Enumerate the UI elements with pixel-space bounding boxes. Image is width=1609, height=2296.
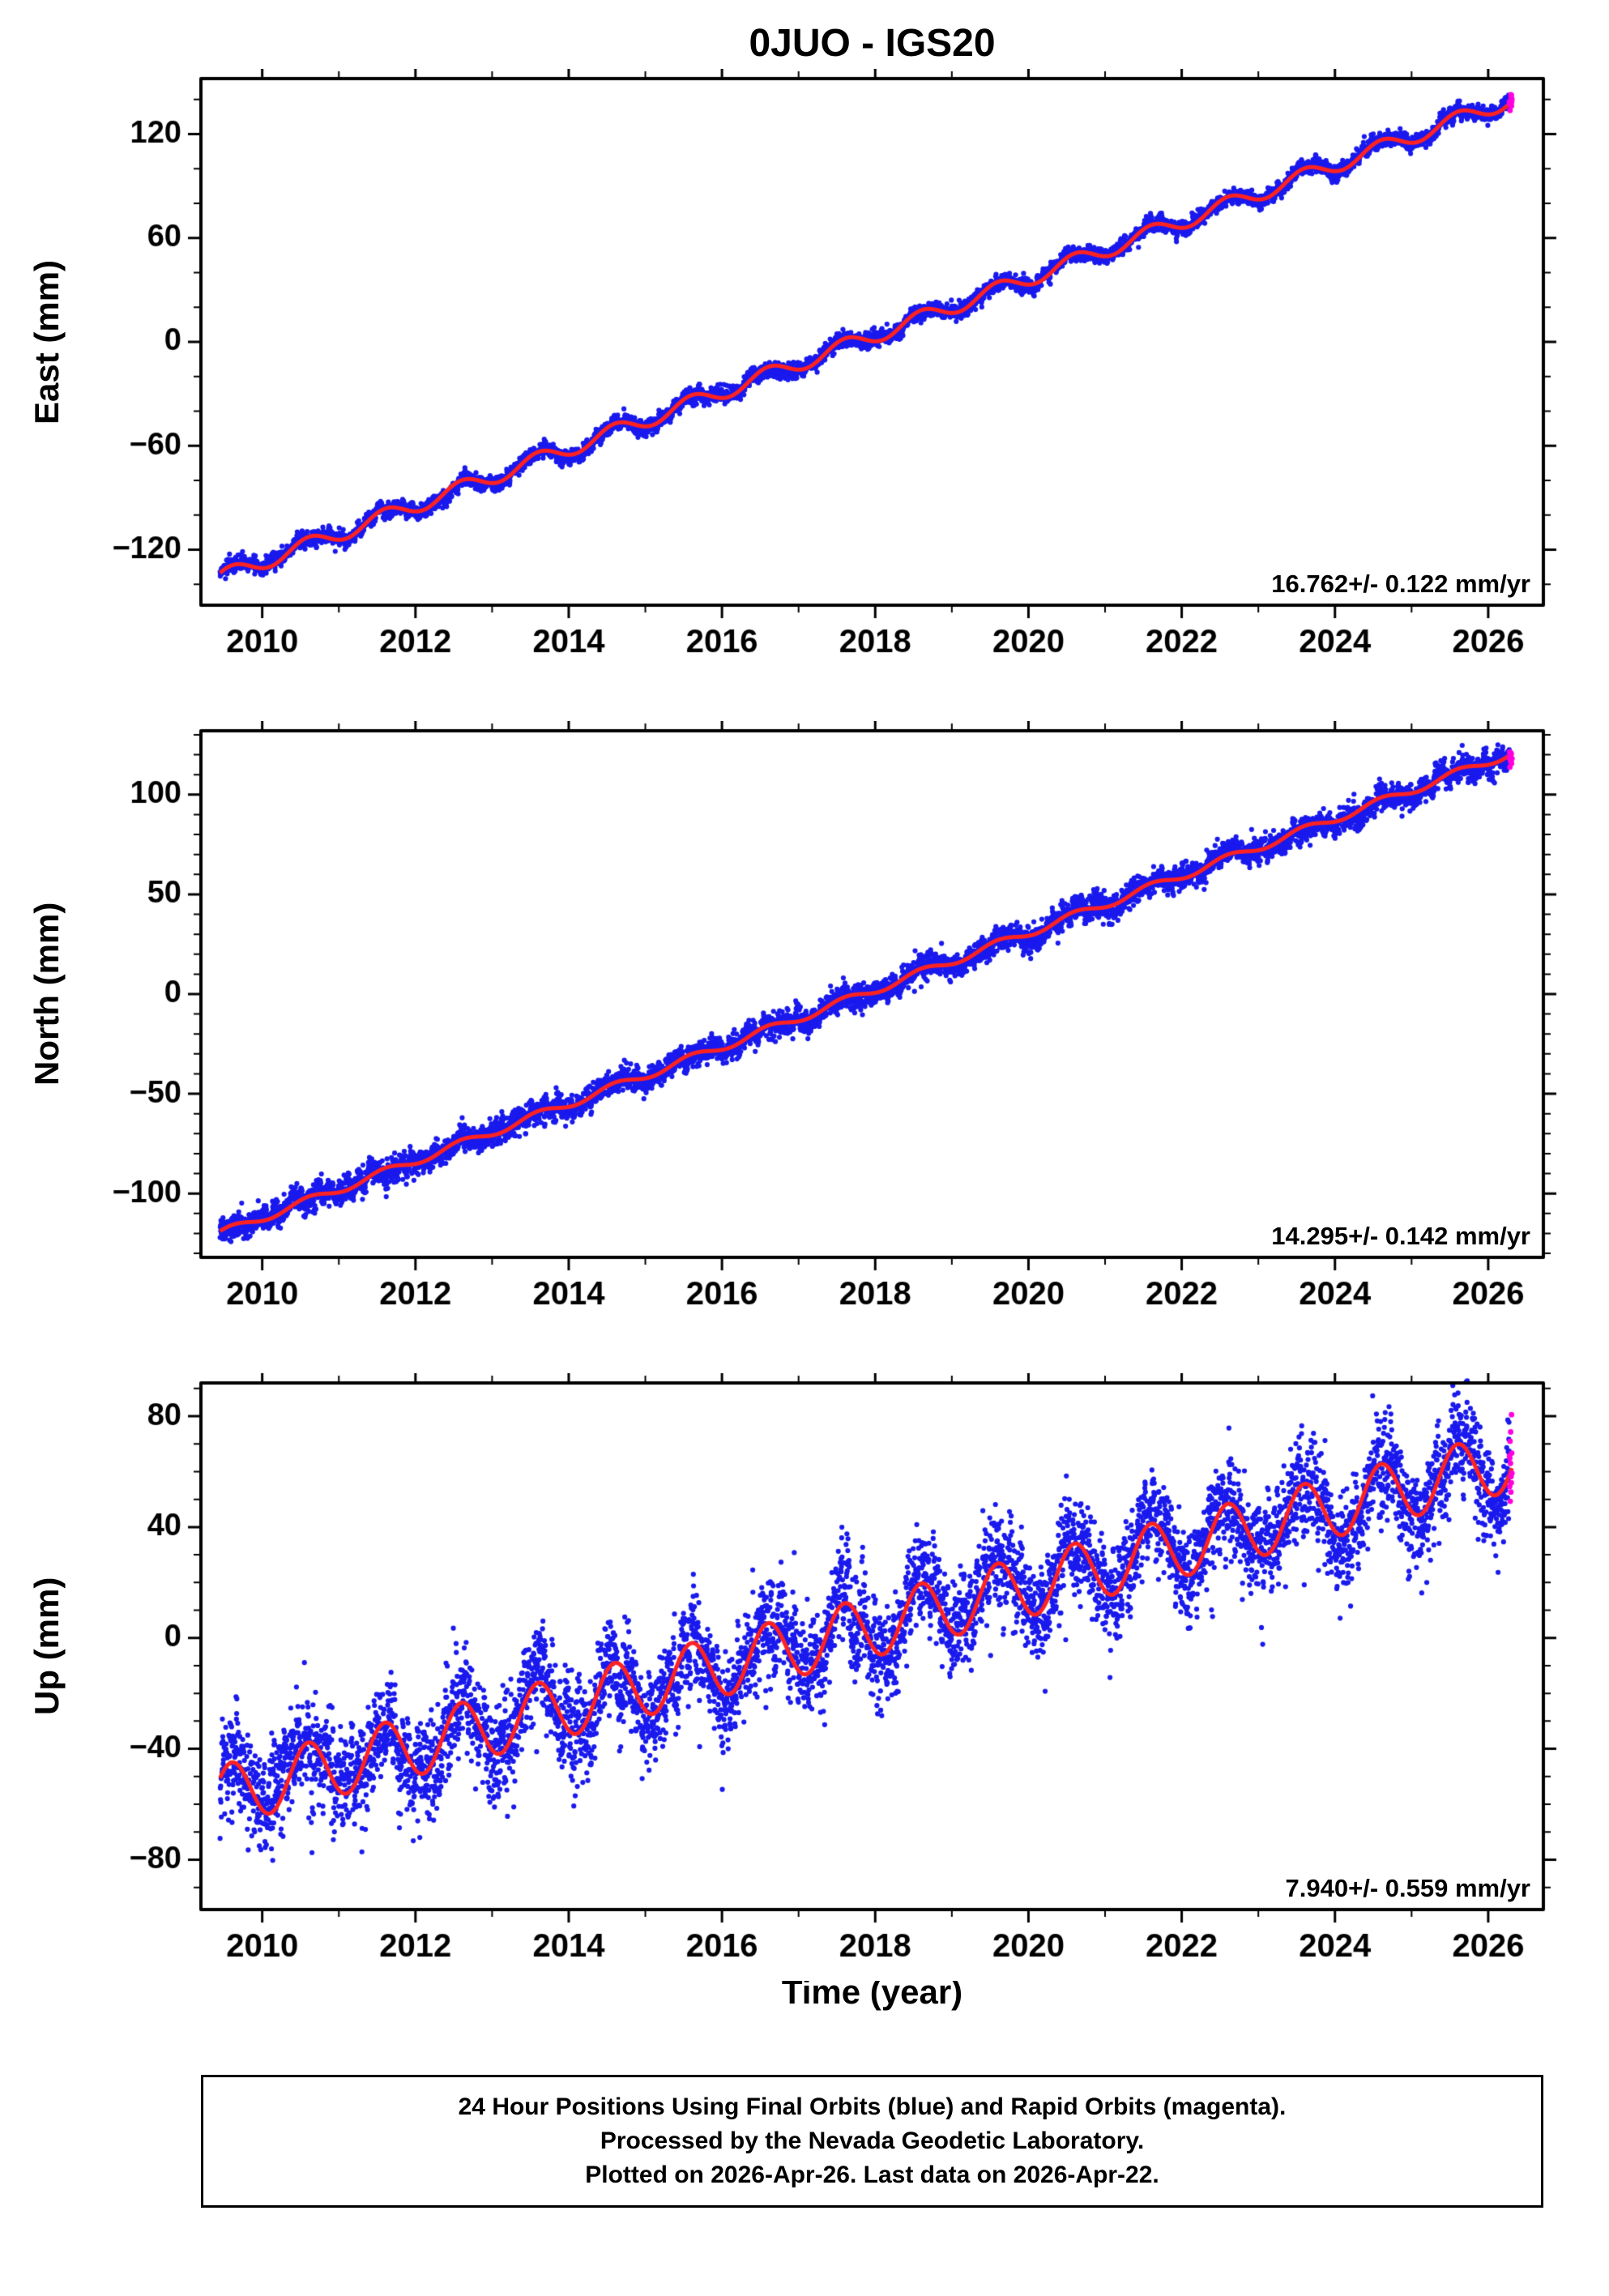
up-plot-canvas <box>0 1373 1609 1981</box>
up-axis-label: Up (mm) <box>28 1577 66 1716</box>
north-rate-annotation: 14.295+/- 0.142 mm/yr <box>1271 1222 1530 1250</box>
footer-box: 24 Hour Positions Using Final Orbits (bl… <box>201 2075 1543 2208</box>
north-axis-label: North (mm) <box>28 902 66 1086</box>
footer-line-orbits: 24 Hour Positions Using Final Orbits (bl… <box>458 2093 1287 2120</box>
chart-title: 0JUO - IGS20 <box>749 22 996 65</box>
north-panel: North (mm) 14.295+/- 0.142 mm/yr <box>0 721 1609 1329</box>
up-rate-annotation: 7.940+/- 0.559 mm/yr <box>1285 1874 1530 1902</box>
east-plot-canvas <box>0 69 1609 676</box>
up-panel: Up (mm) 7.940+/- 0.559 mm/yr <box>0 1373 1609 1981</box>
east-rate-annotation: 16.762+/- 0.122 mm/yr <box>1271 570 1530 598</box>
east-panel: East (mm) 16.762+/- 0.122 mm/yr <box>0 69 1609 676</box>
east-axis-label: East (mm) <box>28 259 66 425</box>
north-plot-canvas <box>0 721 1609 1329</box>
footer-line-processed: Processed by the Nevada Geodetic Laborat… <box>600 2127 1145 2154</box>
footer-line-dates: Plotted on 2026-Apr-26. Last data on 202… <box>585 2162 1159 2188</box>
